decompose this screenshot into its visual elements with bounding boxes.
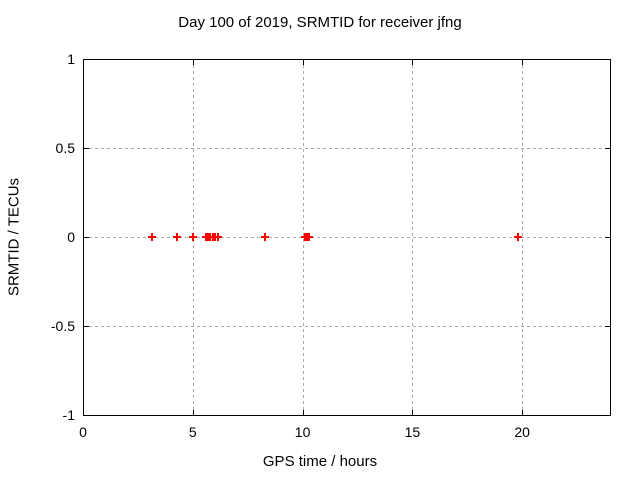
- x-tick-label: 20: [514, 424, 530, 440]
- chart-title: Day 100 of 2019, SRMTID for receiver jfn…: [178, 14, 462, 31]
- y-tick-label: -1: [63, 407, 76, 423]
- plot-border: [83, 59, 611, 416]
- x-tick-label: 0: [79, 424, 87, 440]
- y-tick-label: 0.5: [56, 140, 76, 156]
- y-tick-label: -0.5: [51, 318, 75, 334]
- y-tick-label: 0: [67, 229, 75, 245]
- y-tick-label: 1: [67, 51, 75, 67]
- x-tick-label: 10: [295, 424, 311, 440]
- x-tick-label: 15: [405, 424, 421, 440]
- x-tick-label: 5: [189, 424, 197, 440]
- x-axis-label: GPS time / hours: [262, 453, 378, 470]
- y-axis-label: SRMTID / TECUs: [5, 177, 23, 297]
